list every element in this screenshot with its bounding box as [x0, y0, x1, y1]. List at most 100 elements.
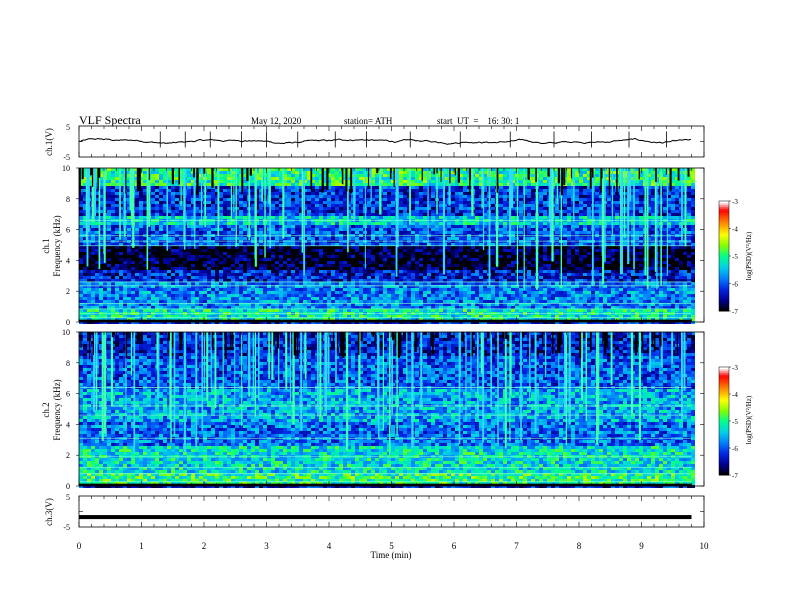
spectrogram-cell: [295, 201, 299, 204]
spectrogram-cell: [187, 222, 191, 225]
spectrogram-cell: [295, 198, 299, 201]
spectrogram-cell: [207, 189, 211, 192]
spectrogram-cell: [663, 192, 667, 195]
spectrogram-cell: [151, 168, 155, 171]
spectrogram-cell: [687, 198, 691, 201]
spectrogram-cell: [275, 177, 279, 180]
spectrogram-cell: [155, 174, 159, 177]
spectrogram-cell: [155, 207, 159, 210]
spectrogram-cell: [327, 222, 331, 225]
spectrogram-cell: [275, 216, 279, 219]
spectrogram-cell: [563, 189, 567, 192]
spectrogram-cell: [499, 192, 503, 195]
spectrogram-cell: [579, 183, 583, 186]
spectrogram-cell: [387, 189, 391, 192]
spectrogram-cell: [219, 171, 223, 174]
spectrogram-cell: [107, 225, 111, 228]
spectrogram-cell: [163, 210, 167, 213]
spectrogram-cell: [499, 225, 503, 228]
spectrogram-cell: [475, 180, 479, 183]
spectrogram-cell: [335, 180, 339, 183]
spectrogram-cell: [343, 222, 347, 225]
spectrogram-cell: [451, 183, 455, 186]
spectrogram-cell: [139, 192, 143, 195]
spectrogram-cell: [671, 204, 675, 207]
spectrogram-cell: [651, 210, 655, 213]
spectrogram-cell: [527, 222, 531, 225]
spectrogram-cell: [359, 210, 363, 213]
spectrogram-cell: [527, 189, 531, 192]
spectrogram-cell: [159, 195, 163, 198]
spectrogram-cell: [359, 183, 363, 186]
spectrogram-cell: [175, 216, 179, 219]
spectrogram-cell: [275, 186, 279, 189]
spectrogram-cell: [399, 225, 403, 228]
spectrogram-cell: [143, 189, 147, 192]
spectrogram-cell: [327, 192, 331, 195]
spectrogram-cell: [459, 192, 463, 195]
spectrogram-cell: [379, 216, 383, 219]
spectrogram-cell: [155, 183, 159, 186]
spectrogram-cell: [587, 198, 591, 201]
spectrogram-cell: [635, 216, 639, 219]
spectrogram-cell: [579, 204, 583, 207]
spectrogram-cell: [499, 180, 503, 183]
spectrogram-cell: [239, 195, 243, 198]
spectrogram-cell: [159, 171, 163, 174]
spectrogram-cell: [675, 186, 679, 189]
spectrogram-cell: [323, 198, 327, 201]
spectrogram-cell: [331, 216, 335, 219]
spectrogram-cell: [327, 216, 331, 219]
spectrogram-cell: [151, 183, 155, 186]
spectrogram-cell: [155, 198, 159, 201]
spectrogram-cell: [211, 216, 215, 219]
spectrogram-cell: [307, 207, 311, 210]
spectrogram-cell: [479, 225, 483, 228]
spectrogram-cell: [491, 225, 495, 228]
spectrogram-cell: [331, 213, 335, 216]
spectrogram-cell: [159, 198, 163, 201]
spectrogram-cell: [311, 207, 315, 210]
spectrogram-cell: [499, 213, 503, 216]
spectrogram-cell: [463, 201, 467, 204]
spectrogram-cell: [159, 189, 163, 192]
spectrogram-cell: [387, 216, 391, 219]
spectrogram-cell: [567, 171, 571, 174]
spectrogram-cell: [143, 222, 147, 225]
spectrogram-cell: [543, 168, 547, 171]
spectrogram-cell: [251, 192, 255, 195]
spectrogram-cell: [375, 180, 379, 183]
spectrogram-cell: [111, 177, 115, 180]
spectrogram-cell: [583, 216, 587, 219]
spectrogram-cell: [459, 210, 463, 213]
spectrogram-cell: [439, 189, 443, 192]
spectrogram-cell: [687, 186, 691, 189]
spectrogram-cell: [275, 210, 279, 213]
spectrogram-cell: [423, 210, 427, 213]
spectrogram-cell: [271, 171, 275, 174]
spectrogram-cell: [579, 174, 583, 177]
spectrogram-cell: [567, 204, 571, 207]
spectrogram-cell: [575, 183, 579, 186]
spectrogram-cell: [419, 198, 423, 201]
spectrogram-cell: [315, 189, 319, 192]
spectrogram-cell: [135, 192, 139, 195]
spectrogram-cell: [151, 186, 155, 189]
spectrogram-cell: [415, 201, 419, 204]
spectrogram-cell: [107, 204, 111, 207]
spectrogram-cell: [543, 180, 547, 183]
spectrogram-cell: [351, 225, 355, 228]
spectrogram-cell: [175, 201, 179, 204]
spectrogram-cell: [111, 183, 115, 186]
spectrogram-cell: [467, 216, 471, 219]
spectrogram-cell: [175, 195, 179, 198]
spectrogram-cell: [359, 198, 363, 201]
spectrogram-cell: [543, 183, 547, 186]
spectrogram-cell: [579, 207, 583, 210]
spectrogram-cell: [175, 177, 179, 180]
ch1-waveform-trace: [79, 138, 691, 144]
spectrogram-cell: [399, 198, 403, 201]
spectrogram-cell: [315, 174, 319, 177]
spectrogram-cell: [207, 177, 211, 180]
spectrogram-cell: [431, 207, 435, 210]
